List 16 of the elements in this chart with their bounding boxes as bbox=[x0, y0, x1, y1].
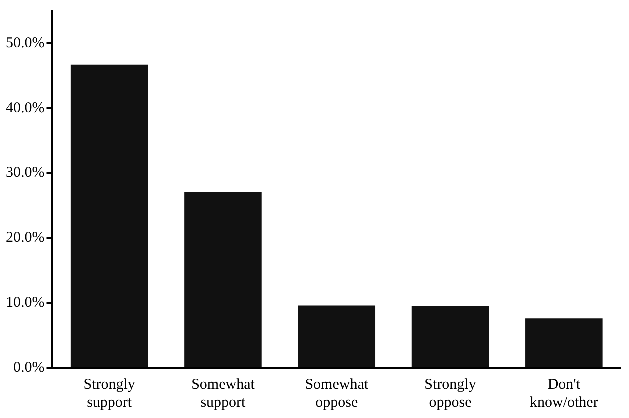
x-tick-label: Strongly oppose bbox=[424, 376, 477, 411]
bar bbox=[412, 306, 490, 368]
x-tick-label: Strongly support bbox=[84, 376, 136, 411]
y-tick-label: 40.0% bbox=[6, 100, 45, 116]
bar bbox=[526, 318, 603, 368]
x-tick-label: Somewhat support bbox=[192, 376, 256, 411]
y-tick-label: 10.0% bbox=[6, 295, 45, 312]
y-tick-label: 20.0% bbox=[6, 230, 45, 246]
x-tick-label: Somewhat oppose bbox=[305, 376, 370, 411]
x-tick-label: Don't know/other bbox=[530, 376, 598, 411]
y-tick-label: 50.0% bbox=[6, 35, 45, 52]
y-tick-label: 30.0% bbox=[6, 165, 45, 182]
bar bbox=[298, 306, 376, 368]
bar bbox=[184, 192, 262, 368]
y-tick-label: 0.0% bbox=[13, 360, 45, 376]
bar bbox=[70, 64, 148, 368]
